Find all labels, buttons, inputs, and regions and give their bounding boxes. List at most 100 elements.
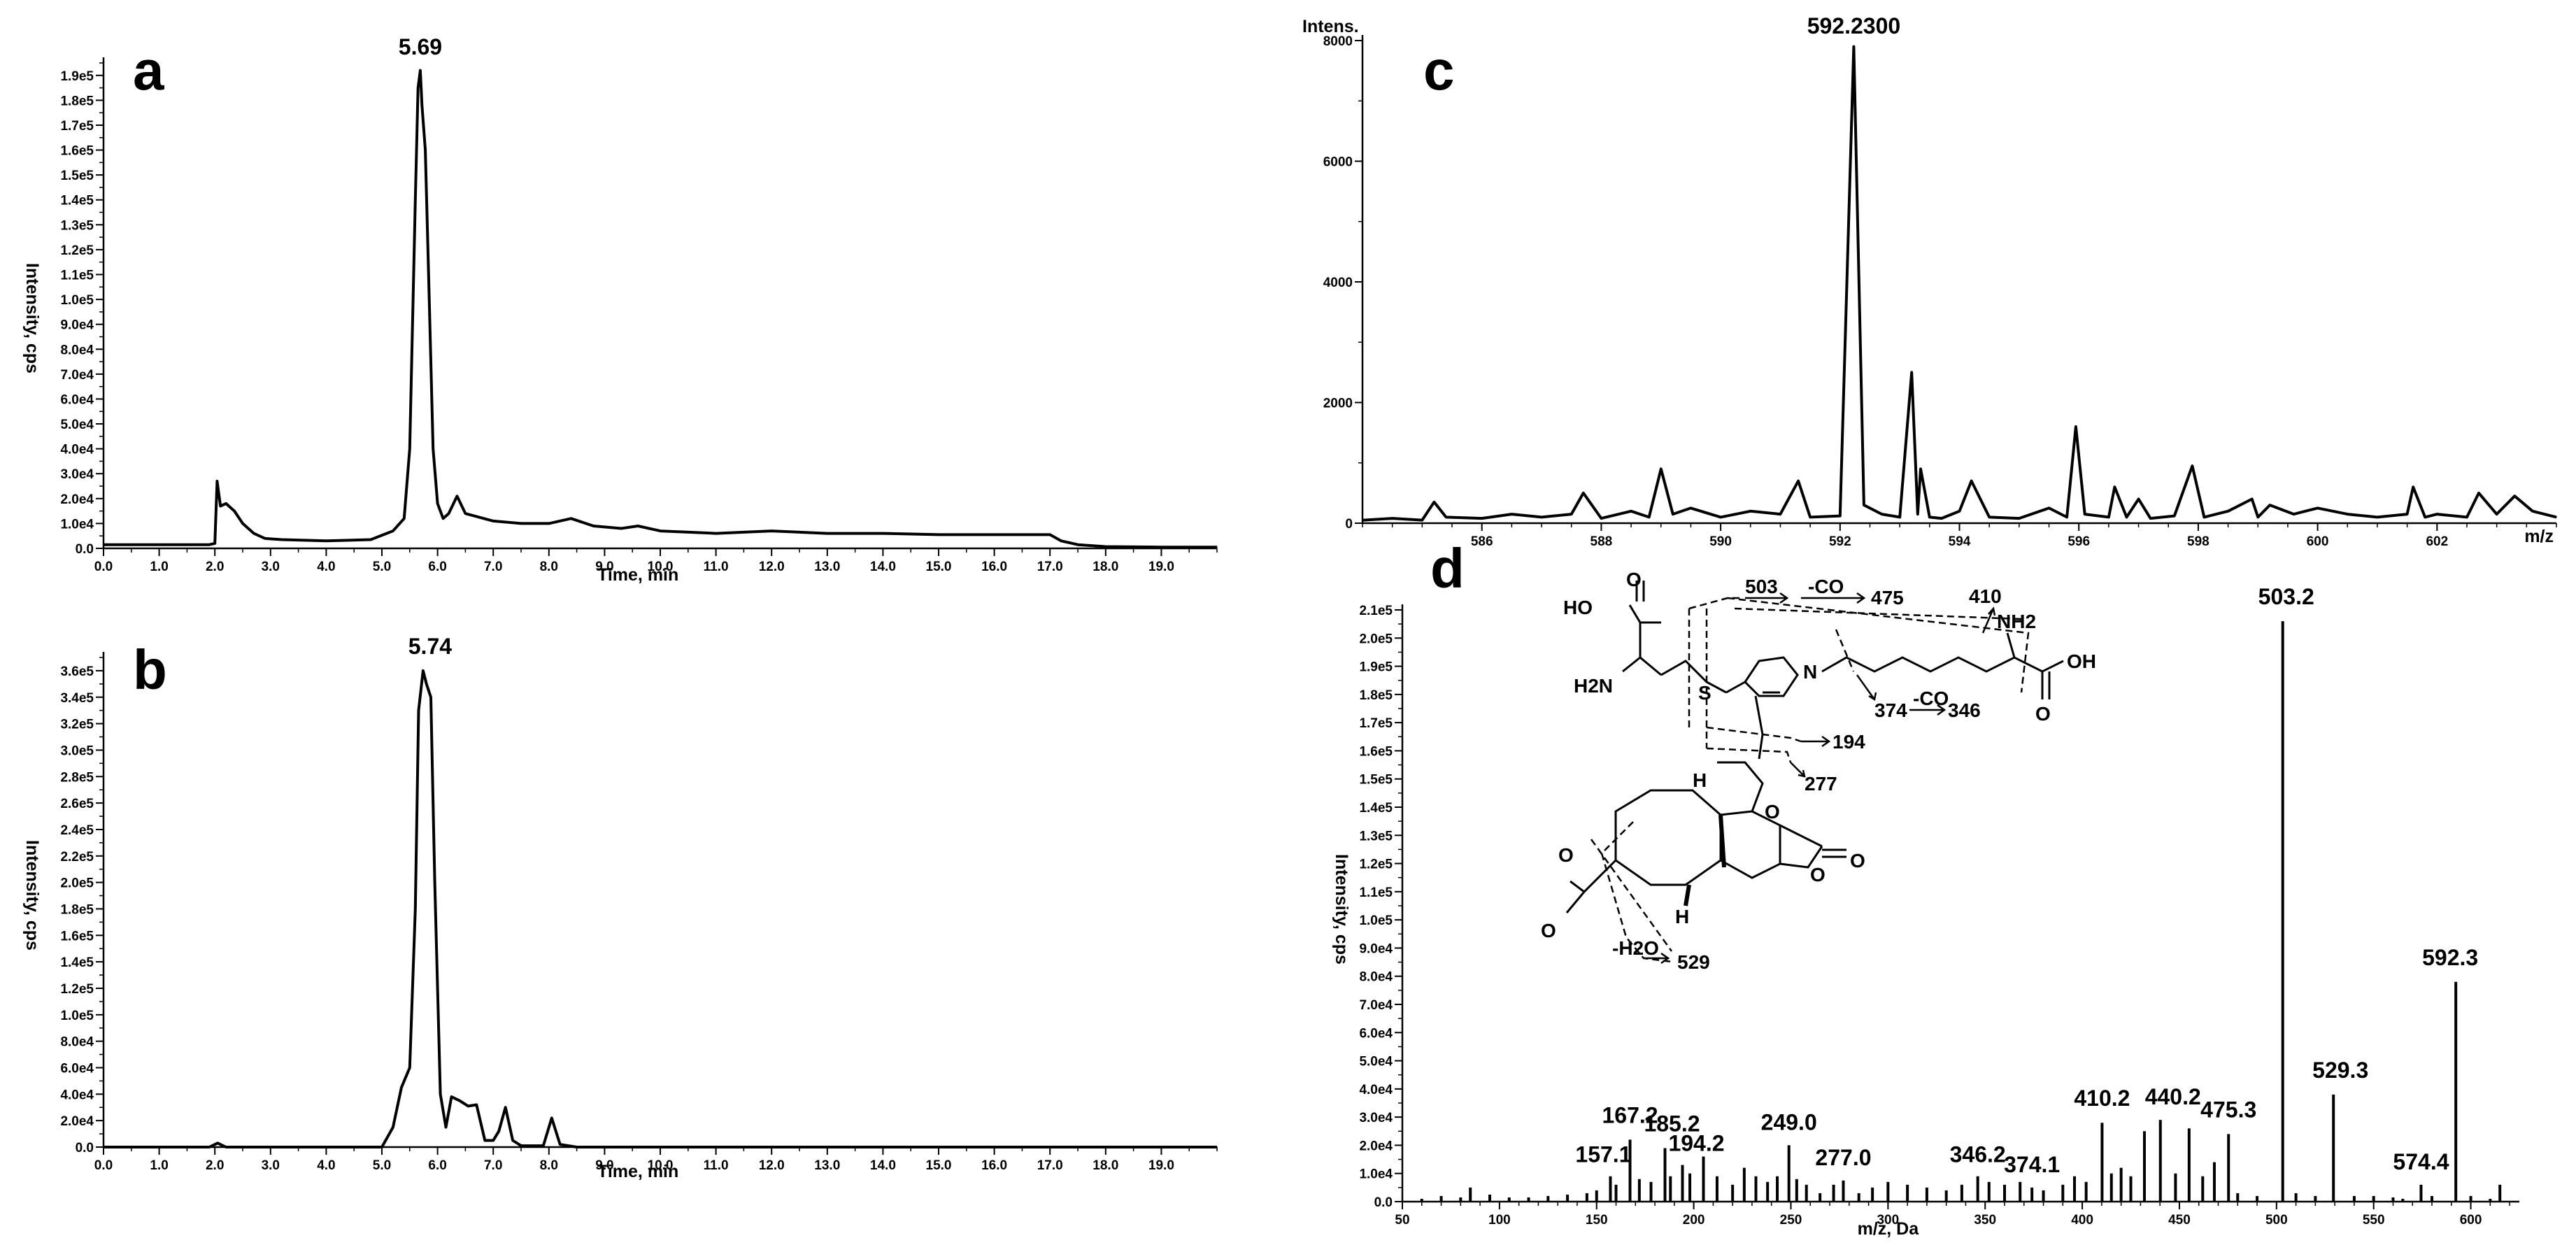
- methyl-bond: [1718, 814, 1726, 868]
- fragment-410: 410: [1969, 585, 2002, 607]
- x-tick-label: 15.0: [926, 1158, 952, 1173]
- y-tick-label: 1.9e5: [1359, 660, 1393, 675]
- x-tick-label: 602: [2426, 534, 2448, 549]
- chemical-structure: [1565, 581, 2064, 965]
- data-point: [1049, 534, 1051, 536]
- data-point: [242, 522, 243, 525]
- y-tick-label: 1.9e5: [60, 69, 94, 84]
- dash-529: [1600, 821, 1672, 963]
- x-tick-label: 2.0: [206, 1158, 224, 1173]
- y-tick-label: 2.0e4: [1359, 1139, 1393, 1153]
- data-point: [2412, 486, 2414, 488]
- y-tick-label: 1.1e5: [1359, 885, 1393, 900]
- x-tick-label: 600: [2307, 534, 2329, 549]
- y-tick-label: 1.6e5: [1359, 744, 1393, 759]
- data-point: [2347, 513, 2349, 515]
- data-point: [520, 522, 522, 525]
- peak-label: 475.3: [2200, 1097, 2256, 1122]
- chart-panel-b: b 0.0 1.0 2.0 3.0 4.0 5.0 6.0 7.0 8.0 9.0 10.0 11.0…: [22, 634, 1218, 1181]
- data-point: [430, 696, 432, 698]
- data-point: [1929, 516, 1930, 518]
- data-point: [1481, 518, 1483, 519]
- x-tick-label: 8.0: [540, 1158, 558, 1173]
- data-point: [1570, 513, 1572, 515]
- data-point: [520, 1145, 522, 1146]
- data-point: [208, 543, 211, 546]
- y-tick-label: 4.0e4: [60, 1088, 94, 1102]
- data-point: [425, 149, 426, 151]
- fragment-h2o: -H2O: [1612, 937, 1659, 959]
- data-point: [1060, 540, 1062, 542]
- dash-529-b: [1590, 839, 1673, 952]
- x-tick-label: 9.0: [595, 560, 613, 574]
- data-point: [464, 513, 467, 514]
- dash-277: [1706, 747, 1792, 763]
- data-point: [1582, 492, 1584, 494]
- fragment-co-2: -CO: [1913, 688, 1949, 709]
- y-tick-label: 2.0e5: [60, 876, 94, 891]
- x-tick-label: 14.0: [870, 560, 896, 574]
- x-tick-label: 450: [2168, 1213, 2191, 1228]
- data-point: [550, 1117, 553, 1119]
- atom-o-ring: O: [1558, 844, 1574, 866]
- x-tick-label: 11.0: [704, 560, 729, 574]
- y-tick-label: 1.0e4: [1359, 1167, 1393, 1182]
- y-tick-label: 1.8e5: [1359, 688, 1393, 703]
- data-point: [381, 1146, 383, 1148]
- data-point: [1648, 516, 1650, 518]
- series-line: [104, 69, 1217, 549]
- fragment-194: 194: [1833, 731, 1865, 753]
- data-point: [1720, 516, 1721, 518]
- data-point: [216, 481, 218, 482]
- data-point: [2257, 516, 2259, 518]
- data-point: [1853, 45, 1855, 48]
- arrow-529: [1644, 952, 1670, 965]
- x-tick-label: 5.0: [373, 560, 391, 574]
- x-axis-label: Time, min: [597, 1162, 678, 1181]
- data-point: [2496, 513, 2498, 515]
- x-axis-label: m/z, Da: [1858, 1219, 1920, 1239]
- x-tick-label: 14.0: [870, 1158, 896, 1173]
- y-tick-label: 2.6e5: [60, 797, 94, 811]
- peak-label: 592.3: [2422, 945, 2478, 970]
- terpene-ring-1: [1614, 789, 1722, 886]
- atom-o-left: O: [1541, 920, 1556, 941]
- panel-letter-a: a: [133, 39, 164, 101]
- bond-lines: [1628, 604, 1662, 676]
- y-tick-label: 3.0e4: [60, 467, 94, 482]
- arrow-co-2: [1909, 704, 1947, 716]
- data-point: [422, 670, 424, 671]
- data-point: [504, 1107, 506, 1109]
- data-point: [414, 908, 416, 910]
- data-point: [253, 532, 255, 534]
- data-point: [2066, 516, 2068, 518]
- data-point: [225, 1146, 227, 1148]
- h-bond-bottom: [1684, 884, 1691, 906]
- data-point: [2377, 516, 2378, 518]
- y-tick-label: 1.8e5: [60, 902, 94, 917]
- data-point: [1988, 516, 1990, 518]
- y-tick-label: 1.0e4: [60, 517, 94, 532]
- x-tick-label: 500: [2265, 1213, 2288, 1228]
- data-point: [2075, 426, 2077, 427]
- data-point: [2137, 498, 2140, 500]
- data-point: [220, 505, 221, 507]
- data-point: [459, 1100, 461, 1102]
- data-point: [882, 532, 884, 534]
- data-point: [2173, 515, 2175, 517]
- panel-letter-b: b: [133, 639, 167, 701]
- peak-label: 440.2: [2145, 1084, 2201, 1109]
- atom-o-acid: O: [2035, 703, 2051, 725]
- lysine-chain: [1821, 656, 2043, 673]
- y-tick-label: 4.0e4: [1359, 1083, 1393, 1097]
- x-tick-label: 13.0: [814, 560, 840, 574]
- data-point: [1541, 516, 1542, 518]
- x-tick-label: 1.0: [150, 560, 168, 574]
- x-tick-label: 592: [1829, 534, 1851, 549]
- y-tick-label: 1.3e5: [60, 218, 94, 233]
- x-tick-label: 9.0: [595, 1158, 613, 1173]
- data-point: [421, 104, 423, 106]
- y-tick-label: 0.0: [76, 542, 94, 557]
- data-point: [325, 540, 327, 542]
